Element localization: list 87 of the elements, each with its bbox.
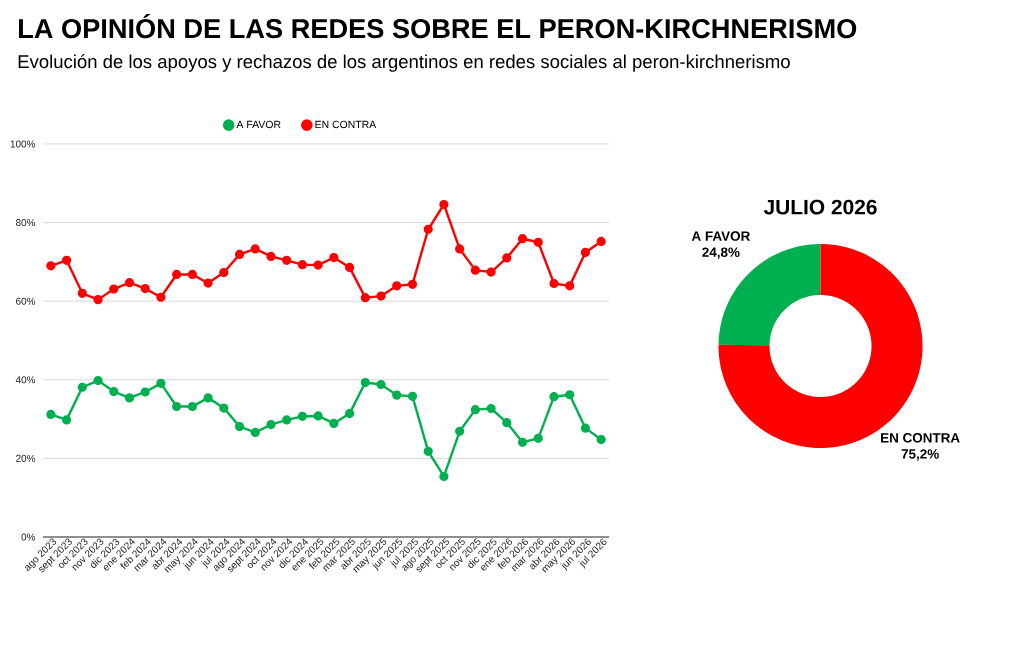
data-label: 24,8% bbox=[702, 247, 740, 259]
point bbox=[234, 249, 245, 260]
point bbox=[219, 267, 229, 278]
point bbox=[282, 415, 292, 425]
point bbox=[109, 386, 119, 397]
point bbox=[470, 265, 480, 275]
point bbox=[565, 390, 575, 400]
point bbox=[46, 261, 56, 271]
point bbox=[46, 409, 56, 419]
point bbox=[549, 392, 559, 402]
y-tick-label: 0% bbox=[21, 533, 36, 541]
point bbox=[250, 244, 260, 254]
point bbox=[313, 411, 323, 421]
point bbox=[533, 433, 543, 443]
point bbox=[549, 278, 559, 289]
point bbox=[344, 262, 355, 272]
point bbox=[219, 403, 229, 413]
point bbox=[140, 387, 150, 397]
y-tick-label: 100% bbox=[10, 140, 36, 148]
point bbox=[580, 423, 591, 433]
point bbox=[344, 409, 355, 419]
point bbox=[329, 252, 339, 263]
point bbox=[392, 281, 402, 291]
point bbox=[297, 260, 308, 270]
y-tick-label: 20% bbox=[16, 454, 36, 462]
point bbox=[250, 427, 260, 438]
chart-title: LA OPINIÓN DE LAS REDES SOBRE EL PERON-KIRCHNERISMO bbox=[19, 13, 857, 39]
data-label: 75,2% bbox=[901, 449, 939, 461]
point bbox=[124, 278, 135, 288]
point bbox=[203, 393, 213, 403]
point bbox=[565, 281, 575, 291]
point bbox=[470, 405, 480, 415]
point bbox=[533, 237, 543, 247]
point bbox=[297, 411, 308, 421]
point bbox=[439, 471, 449, 482]
point bbox=[455, 244, 465, 254]
point bbox=[517, 234, 528, 244]
chart-title: JULIO 2026 bbox=[763, 199, 877, 215]
point bbox=[407, 391, 418, 401]
y-tick-label: 80% bbox=[15, 219, 36, 227]
point bbox=[156, 378, 166, 388]
point bbox=[93, 375, 103, 386]
point bbox=[455, 426, 465, 436]
point bbox=[439, 199, 449, 210]
chart-subtitle: Evolución de los apoyos y rechazos de los argentinos en redes sociales al peron-kirchnerismo bbox=[18, 54, 790, 72]
point bbox=[187, 401, 197, 412]
point bbox=[596, 434, 606, 445]
y-tick-label: 60% bbox=[16, 297, 36, 305]
point bbox=[203, 278, 213, 288]
point bbox=[156, 292, 166, 302]
slice-label: EN CONTRA bbox=[881, 433, 960, 443]
point bbox=[234, 421, 245, 432]
point bbox=[313, 260, 323, 270]
point bbox=[93, 295, 103, 305]
point bbox=[77, 288, 87, 298]
point bbox=[392, 390, 402, 400]
point bbox=[423, 446, 433, 456]
point bbox=[502, 253, 512, 263]
point bbox=[172, 401, 182, 412]
point bbox=[407, 279, 418, 289]
point bbox=[502, 418, 512, 428]
point bbox=[187, 269, 197, 280]
point bbox=[596, 236, 606, 247]
point bbox=[360, 293, 370, 303]
point bbox=[61, 415, 72, 425]
point bbox=[77, 382, 87, 392]
point bbox=[376, 379, 386, 390]
point bbox=[360, 377, 370, 388]
point bbox=[580, 247, 591, 258]
point bbox=[124, 393, 135, 403]
legend-label: A FAVOR bbox=[236, 120, 281, 129]
point bbox=[61, 255, 72, 265]
point bbox=[423, 224, 433, 234]
point bbox=[517, 437, 528, 447]
point bbox=[486, 267, 496, 277]
point bbox=[266, 420, 276, 430]
point bbox=[266, 251, 276, 261]
legend-label: EN CONTRA bbox=[315, 120, 377, 129]
point bbox=[140, 284, 150, 294]
point bbox=[109, 284, 119, 294]
point bbox=[282, 255, 292, 265]
slice-label: A FAVOR bbox=[691, 231, 751, 241]
y-tick-label: 40% bbox=[15, 376, 36, 384]
point bbox=[486, 403, 496, 414]
point bbox=[172, 269, 182, 280]
point bbox=[329, 418, 339, 429]
point bbox=[376, 291, 386, 301]
